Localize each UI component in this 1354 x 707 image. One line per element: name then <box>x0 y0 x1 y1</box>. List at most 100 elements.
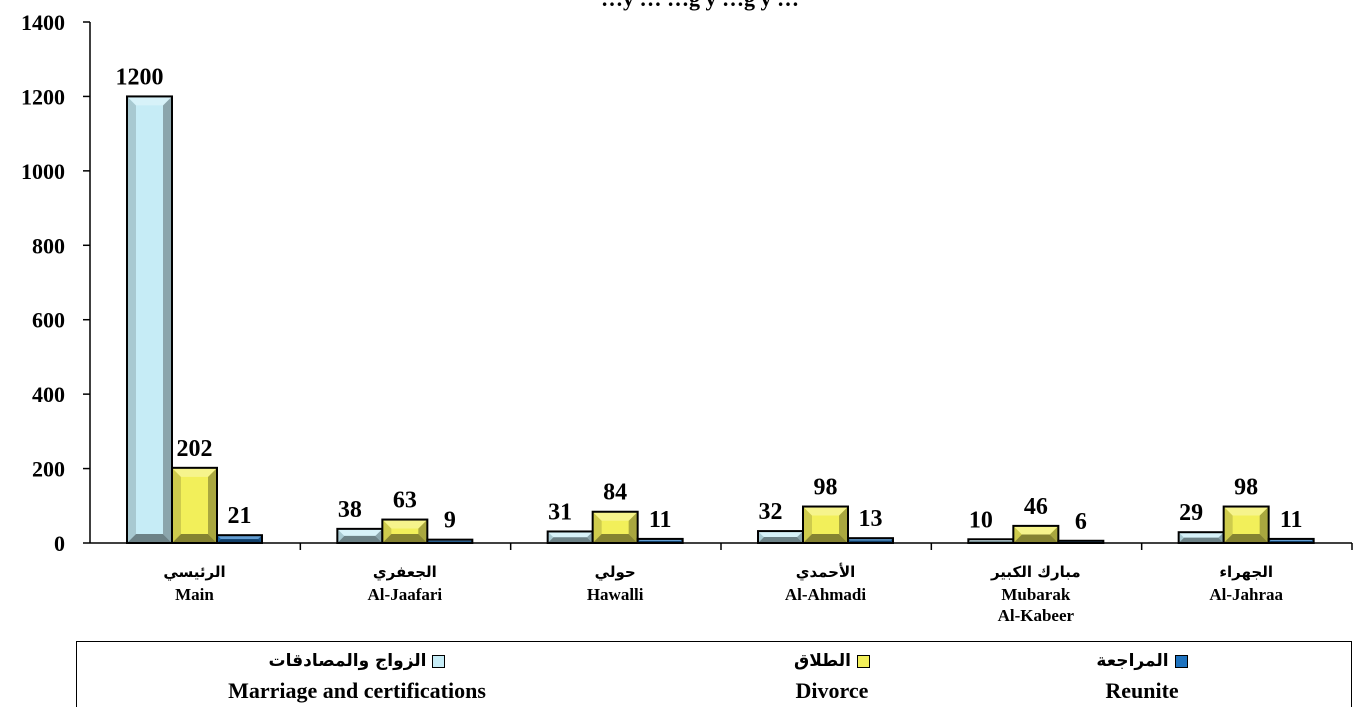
y-tick-label: 1200 <box>21 84 65 109</box>
bar-bevel-bottom <box>1223 534 1269 543</box>
bar-bevel-left <box>758 531 764 543</box>
bar-bevel-right <box>839 506 848 543</box>
legend-label-ar: الزواج والمصادقات <box>268 651 427 671</box>
legend: الزواج والمصادقات Marriage and certifica… <box>76 641 1352 707</box>
bar-outline <box>591 510 639 544</box>
data-label: 98 <box>1234 475 1258 501</box>
data-label: 9 <box>444 508 456 534</box>
category-label-en: Hawalli <box>587 585 644 604</box>
bar-bevel-bottom <box>337 535 383 543</box>
y-tick-label: 1400 <box>21 10 65 35</box>
bar-bevel-top <box>758 531 803 538</box>
legend-item-reunite: المراجعة Reunite <box>1067 648 1217 704</box>
bar-outline <box>636 537 684 545</box>
data-label: 10 <box>969 507 993 533</box>
bar-bevel-top <box>127 96 172 106</box>
category-label-ar: مبارك الكبير <box>990 563 1081 581</box>
bar-bevel-right <box>163 96 172 543</box>
y-tick-label: 600 <box>32 308 65 333</box>
bars <box>126 95 1315 545</box>
y-tick-label: 800 <box>32 233 65 258</box>
data-label: 63 <box>393 488 417 514</box>
bar-outline <box>171 466 218 545</box>
data-label: 11 <box>649 507 672 533</box>
bar-bevel-right <box>628 511 638 543</box>
legend-swatch-marriage <box>432 654 446 668</box>
bar-bevel-top <box>547 531 593 538</box>
bar <box>802 505 849 544</box>
bar-bevel-right <box>375 528 383 543</box>
bar-bevel-top <box>337 528 383 536</box>
bar-bevel-left <box>803 506 812 543</box>
bar <box>1267 537 1315 545</box>
legend-label-en: Divorce <box>795 678 869 703</box>
bar-outline <box>216 534 263 544</box>
bar-bevel-bottom <box>592 534 638 543</box>
data-label: 38 <box>338 497 362 523</box>
category-label-ar: الجعفري <box>373 563 437 582</box>
bar <box>336 527 384 545</box>
bar-bevel-right <box>586 531 593 543</box>
data-label: 11 <box>1280 507 1303 533</box>
bar <box>1177 531 1225 545</box>
bar <box>216 534 263 544</box>
legend-label-en: Marriage and certifications <box>228 678 486 703</box>
legend-item-marriage: الزواج والمصادقات Marriage and certifica… <box>207 648 507 704</box>
axes: 0 200 400 600 800 1000 1200 1400 <box>21 10 1353 556</box>
bar <box>636 537 684 545</box>
bar-bevel-left <box>172 467 181 543</box>
bar-bevel-right <box>208 467 217 543</box>
bar-outline <box>802 505 849 544</box>
category-label-ar: الأحمدي <box>796 563 856 582</box>
bar <box>1012 524 1060 544</box>
bar-bevel-left <box>1013 525 1022 543</box>
data-label: 31 <box>548 499 572 525</box>
bar <box>847 537 894 545</box>
y-tick-label: 1000 <box>21 159 65 184</box>
bar-bevel-bottom <box>758 537 803 543</box>
bar-bevel-bottom <box>127 534 172 543</box>
bar-bevel-top <box>1178 532 1224 538</box>
category-label-en: Mubarak <box>1001 585 1071 604</box>
y-tick-label: 400 <box>32 382 65 407</box>
category-label-en: Al-Jahraa <box>1209 585 1283 604</box>
category-label-ar: الرئيسي <box>163 563 225 581</box>
bar-bevel-right <box>418 519 428 543</box>
bar-bevel-right <box>1049 525 1059 543</box>
category-labels: الرئيسي Main الجعفري Al-Jaafari حولي Hawalli ا… <box>163 563 1283 625</box>
data-label: 29 <box>1179 500 1203 526</box>
bar <box>757 530 804 545</box>
bar <box>126 95 173 545</box>
bar <box>381 518 429 544</box>
bar-bevel-bottom <box>803 534 848 543</box>
legend-swatch-divorce <box>856 654 870 668</box>
bar <box>426 538 474 544</box>
bar-outline <box>1222 505 1270 544</box>
bar <box>1222 505 1270 544</box>
category-label-ar: حولي <box>595 563 636 581</box>
bar-bevel-left <box>592 511 602 543</box>
bar <box>171 466 218 545</box>
bar-bevel-bottom <box>172 534 217 543</box>
y-tick-label: 0 <box>54 531 65 556</box>
bar-bevel-top <box>382 519 428 529</box>
data-label: 21 <box>228 503 252 529</box>
legend-swatch-reunite <box>1174 654 1188 668</box>
bar-bevel-top <box>172 467 217 477</box>
category-label-en: Al-Jaafari <box>368 585 443 604</box>
bar <box>546 530 594 544</box>
bar-outline <box>847 537 894 545</box>
bar-outline <box>1267 537 1315 545</box>
bar-outline <box>1057 539 1105 545</box>
bar-bevel-bottom <box>382 534 428 543</box>
bar-bevel-left <box>382 519 392 543</box>
bar-chart: …y … …g y …g y … 0 200 400 600 800 1000 1200 14… <box>21 0 1353 625</box>
data-label: 202 <box>177 436 213 462</box>
data-label: 46 <box>1024 494 1048 520</box>
data-labels: 1200 202 21 38 63 9 31 84 11 32 98 13 10 46 6 29 98 11 <box>116 64 1303 534</box>
bar-bevel-top <box>1013 525 1059 535</box>
bar-bevel-top <box>803 506 848 516</box>
category-label-ar: الجهراء <box>1219 563 1273 581</box>
data-label: 32 <box>759 499 783 525</box>
legend-item-divorce: الطلاق Divorce <box>757 648 907 704</box>
